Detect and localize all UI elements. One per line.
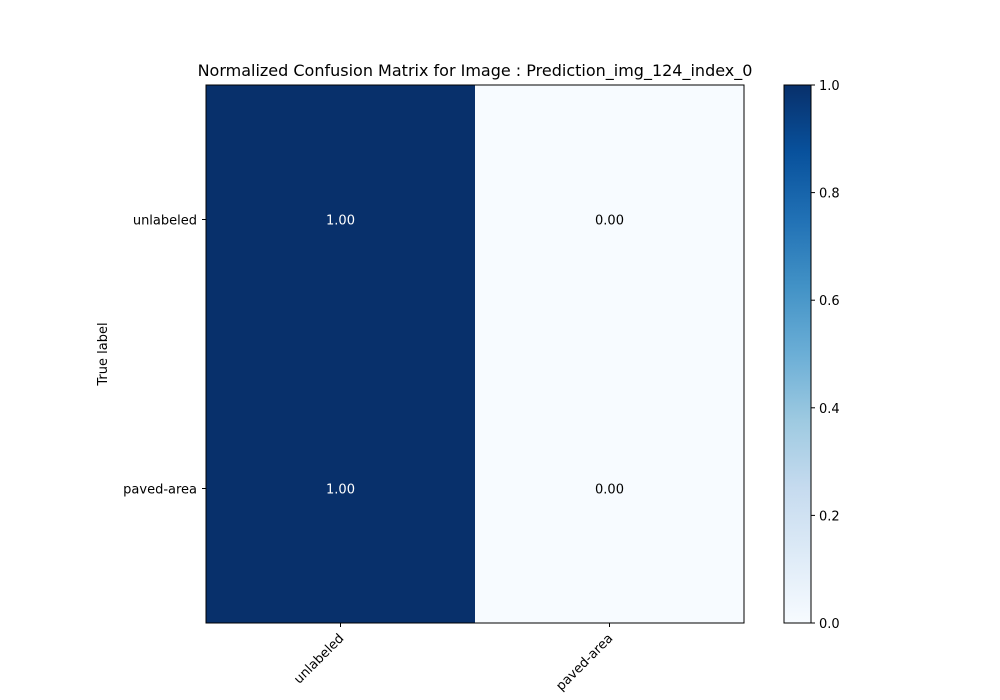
heatmap-cell-labels: 1.00 0.00 1.00 0.00 — [326, 214, 624, 498]
colorbar-tick-label: 0.8 — [819, 187, 840, 202]
heatmap-cell-0-1 — [475, 85, 744, 354]
colorbar-tick-label: 0.0 — [819, 617, 840, 632]
chart-title: Normalized Confusion Matrix for Image : … — [198, 61, 753, 81]
x-axis-ticks: unlabeled paved-area — [291, 623, 616, 694]
cell-value-label-0-1: 0.00 — [595, 214, 624, 229]
y-axis-ticks: unlabeled paved-area — [123, 214, 206, 498]
colorbar-tick-label: 1.0 — [819, 79, 840, 94]
x-tick-label: unlabeled — [291, 631, 347, 687]
y-tick-label: unlabeled — [133, 214, 197, 229]
cell-value-label-1-1: 0.00 — [595, 483, 624, 498]
colorbar-ticks: 0.0 0.2 0.4 0.6 0.8 1.0 — [811, 79, 840, 632]
heatmap-cell-1-0 — [206, 354, 475, 623]
heatmap-cells — [206, 85, 744, 623]
y-tick-label: paved-area — [123, 483, 197, 498]
heatmap-cell-0-0 — [206, 85, 475, 354]
colorbar-tick-label: 0.4 — [819, 402, 840, 417]
plot-frame — [205, 84, 745, 624]
x-tick-label: paved-area — [554, 631, 617, 694]
heatmap-cell-1-1 — [475, 354, 744, 623]
colorbar — [783, 84, 812, 624]
cell-value-label-0-0: 1.00 — [326, 214, 355, 229]
cell-value-label-1-0: 1.00 — [326, 483, 355, 498]
colorbar-tick-label: 0.2 — [819, 509, 840, 524]
y-axis-label: True label — [96, 322, 111, 386]
colorbar-tick-label: 0.6 — [819, 294, 840, 309]
